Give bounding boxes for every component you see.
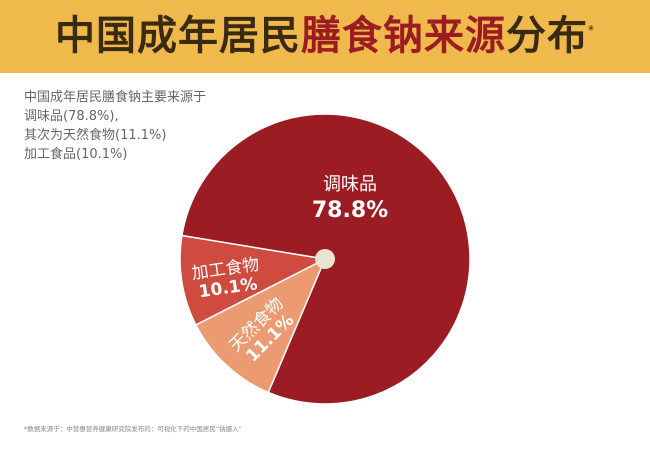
description-line: 中国成年居民膳食钠主要来源于 bbox=[24, 90, 207, 105]
slice-label: 调味品 78.8% bbox=[312, 174, 388, 223]
slice-value: 78.8% bbox=[312, 198, 388, 223]
pie-slice bbox=[194, 257, 327, 394]
description-line: 调味品(78.8%), bbox=[24, 109, 119, 124]
header-banner: 中国成年居民膳食钠来源分布* bbox=[0, 0, 650, 73]
center-dot bbox=[315, 249, 335, 269]
slice-name: 调味品 bbox=[323, 174, 377, 195]
description-line: 加工食品(10.1%) bbox=[24, 147, 128, 162]
description-line: 其次为天然食物(11.1%) bbox=[24, 128, 167, 143]
description: 中国成年居民膳食钠主要来源于 调味品(78.8%), 其次为天然食物(11.1%… bbox=[24, 88, 206, 164]
page-title: 中国成年居民膳食钠来源分布* bbox=[55, 13, 595, 59]
footnote: *数据来源于：中营惠营养健康研究院发布的：可视化下的中国居民“钠摄入” bbox=[24, 425, 242, 433]
pie-slice bbox=[179, 234, 328, 326]
